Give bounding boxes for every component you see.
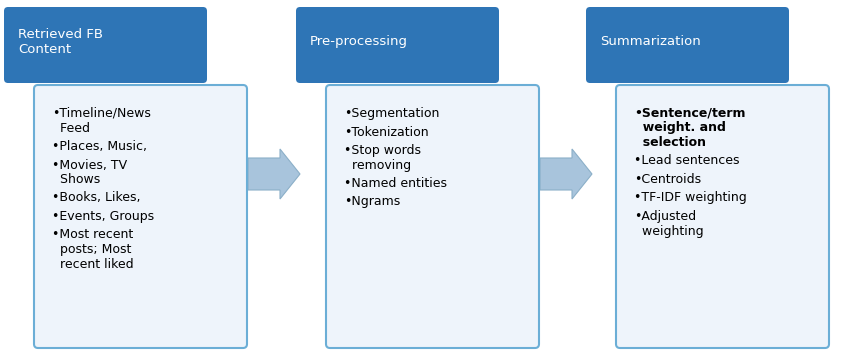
Text: Feed: Feed	[52, 121, 90, 135]
Text: •Timeline/News: •Timeline/News	[52, 107, 151, 120]
Text: removing: removing	[344, 159, 411, 172]
Text: •Tokenization: •Tokenization	[344, 126, 428, 139]
Text: •Lead sentences: •Lead sentences	[633, 154, 738, 168]
Text: •Most recent: •Most recent	[52, 228, 133, 242]
Text: •Places, Music,: •Places, Music,	[52, 140, 147, 153]
FancyBboxPatch shape	[326, 85, 538, 348]
Text: Shows: Shows	[52, 173, 100, 186]
Text: •Sentence/term: •Sentence/term	[633, 107, 744, 120]
Text: •Events, Groups: •Events, Groups	[52, 210, 154, 223]
Text: •Segmentation: •Segmentation	[344, 107, 439, 120]
Text: selection: selection	[633, 136, 706, 149]
Text: •TF-IDF weighting: •TF-IDF weighting	[633, 191, 746, 205]
Text: weighting: weighting	[633, 224, 703, 238]
FancyBboxPatch shape	[295, 7, 499, 83]
Text: •Movies, TV: •Movies, TV	[52, 159, 127, 172]
Text: weight. and: weight. and	[633, 121, 725, 135]
FancyBboxPatch shape	[34, 85, 246, 348]
Text: Summarization: Summarization	[599, 35, 700, 48]
Text: •Stop words: •Stop words	[344, 144, 420, 157]
Text: •Ngrams: •Ngrams	[344, 196, 400, 209]
Text: •Adjusted: •Adjusted	[633, 210, 695, 223]
FancyBboxPatch shape	[615, 85, 828, 348]
FancyBboxPatch shape	[4, 7, 207, 83]
Text: posts; Most: posts; Most	[52, 243, 131, 256]
Text: Pre-processing: Pre-processing	[310, 35, 408, 48]
Text: recent liked: recent liked	[52, 257, 133, 270]
Text: Retrieved FB
Content: Retrieved FB Content	[18, 28, 103, 56]
Text: •Named entities: •Named entities	[344, 177, 446, 190]
Text: •Books, Likes,: •Books, Likes,	[52, 191, 140, 205]
FancyArrow shape	[247, 149, 300, 199]
FancyBboxPatch shape	[585, 7, 788, 83]
Text: •Centroids: •Centroids	[633, 173, 701, 186]
FancyArrow shape	[539, 149, 592, 199]
